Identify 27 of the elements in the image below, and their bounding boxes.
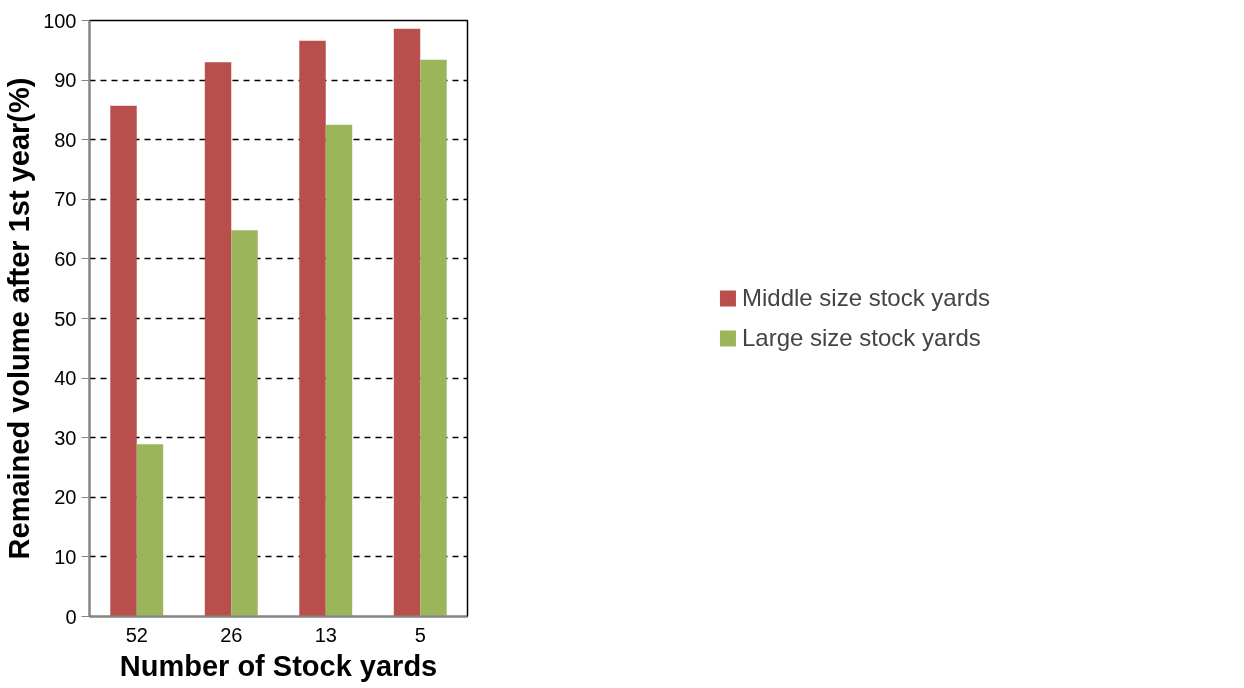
bar (393, 28, 421, 617)
y-tick-label: 100 (43, 9, 77, 32)
legend-label: Large size stock yards (741, 324, 981, 352)
bar (299, 40, 326, 617)
x-tick-label: 26 (220, 623, 243, 646)
bar (420, 59, 447, 617)
y-tick-label: 10 (54, 545, 77, 568)
legend-label: Middle size stock yards (741, 284, 991, 312)
bar (325, 124, 353, 617)
y-tick-label: 60 (54, 247, 77, 270)
y-tick-label: 0 (65, 605, 77, 628)
y-tick-label: 40 (54, 367, 77, 390)
y-tick-label: 80 (54, 128, 77, 151)
y-tick-label: 90 (54, 69, 77, 92)
bar (204, 62, 232, 617)
x-tick-label: 52 (125, 623, 148, 646)
y-tick-label: 20 (54, 486, 77, 509)
bar (110, 105, 137, 617)
bar (136, 444, 164, 617)
x-tick-label: 13 (314, 623, 337, 646)
x-axis-title: Number of Stock yards (119, 649, 438, 682)
y-tick-label: 70 (54, 188, 77, 211)
y-axis-title: Remained volume after 1st year(%) (3, 77, 36, 560)
y-tick-label: 50 (54, 307, 77, 330)
y-tick-label: 30 (54, 426, 77, 449)
x-tick-label: 5 (414, 623, 426, 646)
bar (231, 230, 258, 617)
